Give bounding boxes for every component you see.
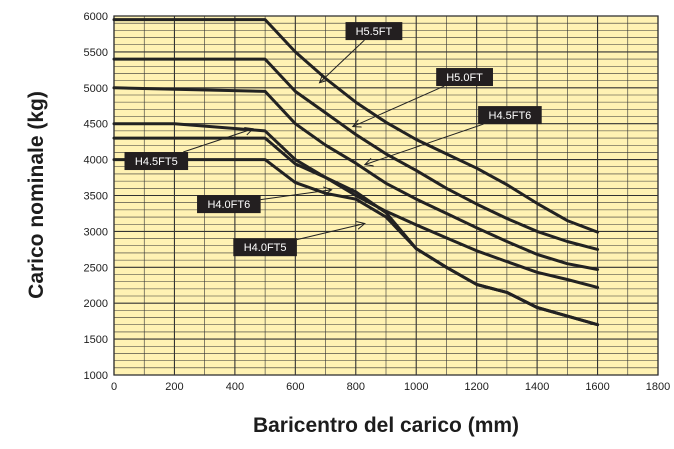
- y-tick-label: 5000: [84, 83, 108, 95]
- grid: [113, 15, 659, 376]
- series-line-h5-0ft: [112, 57, 600, 251]
- y-tick-label: 2000: [84, 298, 108, 310]
- annotation-arrow-h4-5ft5: [183, 129, 253, 153]
- annotation-box-h5-5ft: [345, 22, 403, 41]
- series-lines: [112, 18, 600, 327]
- x-tick-label: 800: [347, 381, 365, 393]
- annotation-arrow-h5-5ft: [320, 39, 365, 83]
- y-tick-label: 4500: [84, 119, 108, 131]
- series-line-h5-5ft: [112, 18, 600, 234]
- y-tick-label: 1500: [84, 334, 108, 346]
- annotation-box-h4-0ft5: [233, 238, 297, 257]
- series-line-h4-5ft5: [112, 122, 600, 289]
- annotation-arrow-h4-0ft5: [296, 224, 365, 241]
- series-line-h4-0ft5: [112, 158, 600, 327]
- y-tick-label: 5500: [84, 47, 108, 59]
- annotation-label-h5-5ft: H5.5FT: [356, 26, 393, 38]
- y-tick-label: 2500: [84, 262, 108, 274]
- series-annotations: H5.5FT H5.0FT H4.5FT6 H4.5FT5 H4.0FT6 H4.0FT5: [124, 22, 542, 257]
- tick-labels: 0 200 400 600 800 1000 1200 1400 1600 1800 1000 150…: [84, 11, 671, 393]
- x-tick-label: 1200: [464, 381, 488, 393]
- annotation-label-h4-0ft5: H4.0FT5: [244, 242, 287, 254]
- annotation-label-h4-5ft6: H4.5FT6: [489, 110, 532, 122]
- x-tick-label: 1400: [525, 381, 549, 393]
- y-tick-label: 3000: [84, 226, 108, 238]
- y-axis-title: Carico nominale (kg): [25, 91, 48, 299]
- annotation-label-h4-5ft5: H4.5FT5: [135, 156, 178, 168]
- x-axis-title: Baricentro del carico (mm): [253, 414, 519, 437]
- annotation-box-h4-0ft6: [197, 195, 261, 214]
- annotation-label-h5-0ft: H5.0FT: [446, 72, 483, 84]
- x-tick-label: 1600: [585, 381, 609, 393]
- plot-frame: [113, 15, 659, 376]
- x-tick-label: 0: [111, 381, 117, 393]
- x-tick-label: 600: [286, 381, 304, 393]
- annotation-box-h4-5ft6: [478, 106, 542, 125]
- annotation-arrow-h5-0ft: [353, 85, 445, 127]
- annotation-box-h5-0ft: [436, 68, 493, 87]
- annotation-arrow-h4-5ft6: [365, 123, 484, 165]
- annotation-label-h4-0ft6: H4.0FT6: [207, 199, 250, 211]
- annotation-box-h4-5ft5: [124, 152, 189, 171]
- y-tick-label: 3500: [84, 191, 108, 203]
- annotation-arrow-h4-0ft6: [260, 190, 332, 201]
- y-tick-label: 6000: [84, 11, 108, 23]
- x-tick-label: 400: [226, 381, 244, 393]
- y-tick-label: 4000: [84, 155, 108, 167]
- series-line-h4-5ft6: [112, 86, 600, 271]
- x-tick-label: 200: [165, 381, 183, 393]
- x-tick-label: 1000: [404, 381, 428, 393]
- x-tick-label: 1800: [646, 381, 670, 393]
- y-tick-label: 1000: [84, 370, 108, 382]
